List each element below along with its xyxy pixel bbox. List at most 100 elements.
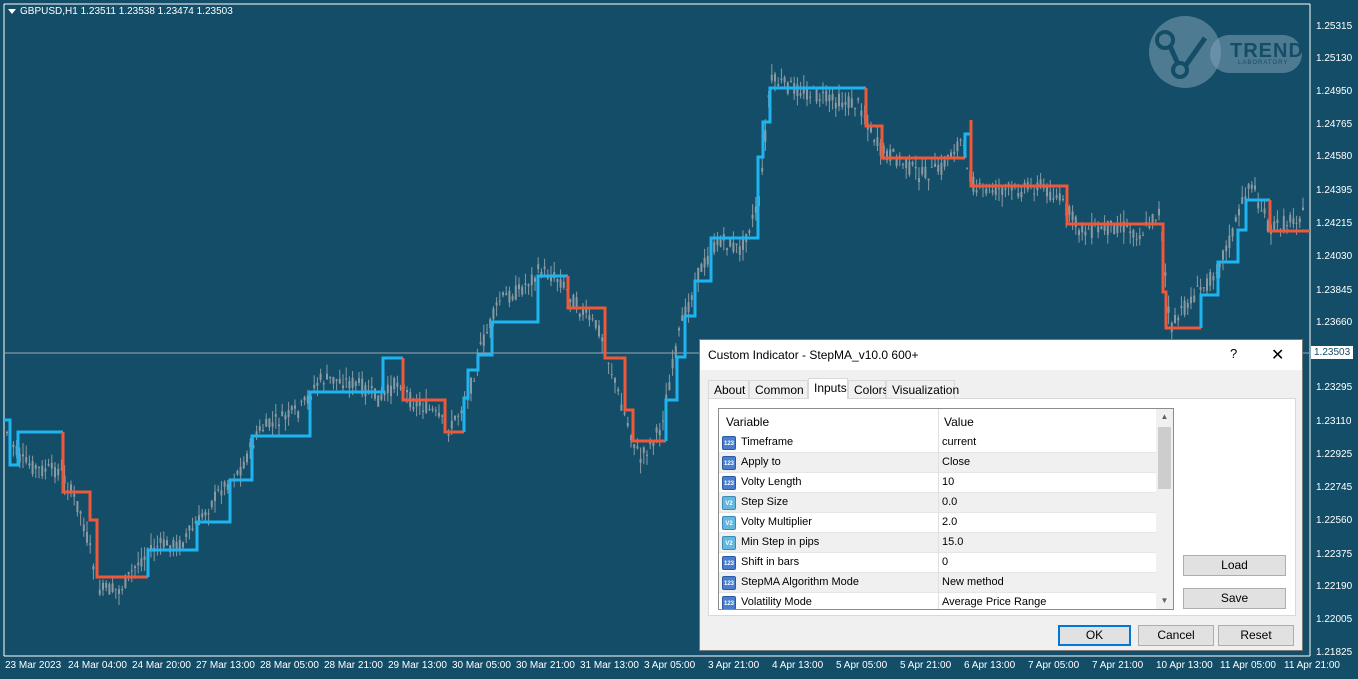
scroll-up-icon[interactable]: ▲ bbox=[1160, 412, 1169, 421]
column-value-header[interactable]: Value bbox=[944, 415, 974, 429]
candle-body bbox=[332, 377, 335, 384]
close-icon[interactable]: ✕ bbox=[1271, 347, 1285, 364]
save-button[interactable]: Save bbox=[1183, 588, 1286, 609]
input-value[interactable]: 15.0 bbox=[942, 536, 964, 548]
candle-body bbox=[92, 566, 95, 570]
input-row[interactable]: V2 Min Step in pips 15.0 bbox=[719, 533, 1156, 553]
candle-body bbox=[210, 500, 213, 508]
candle-body bbox=[380, 394, 383, 400]
input-row[interactable]: 123 Volatility Mode Average Price Range bbox=[719, 593, 1156, 609]
candle-body bbox=[748, 230, 751, 234]
column-variable-header[interactable]: Variable bbox=[726, 415, 770, 429]
input-row[interactable]: 123 Timeframe current bbox=[719, 433, 1156, 453]
candle-body bbox=[914, 166, 917, 169]
tab-about[interactable]: About bbox=[708, 380, 749, 398]
candle-body bbox=[12, 444, 15, 448]
input-value[interactable]: New method bbox=[942, 576, 1004, 588]
candle-body bbox=[105, 583, 108, 588]
candle-body bbox=[1119, 225, 1122, 227]
candle-body bbox=[895, 158, 898, 166]
candle-body bbox=[143, 556, 146, 560]
input-row[interactable]: 123 StepMA Algorithm Mode New method bbox=[719, 573, 1156, 593]
row-divider bbox=[719, 572, 1156, 573]
input-variable-name: StepMA Algorithm Mode bbox=[741, 576, 860, 588]
price-tick-label: 1.23295 bbox=[1316, 382, 1353, 393]
tab-colors[interactable]: Colors bbox=[848, 380, 889, 398]
candle-body bbox=[1282, 215, 1285, 230]
reset-button[interactable]: Reset bbox=[1218, 625, 1294, 646]
candle-body bbox=[774, 73, 776, 82]
candle-body bbox=[511, 296, 514, 300]
input-value[interactable]: 2.0 bbox=[942, 516, 958, 528]
dialog-title: Custom Indicator - StepMA_v10.0 600+ bbox=[708, 348, 919, 362]
input-row[interactable]: 123 Shift in bars 0 bbox=[719, 553, 1156, 573]
candle-body bbox=[857, 98, 860, 101]
candle-body bbox=[726, 248, 728, 251]
input-row[interactable]: V2 Volty Multiplier 2.0 bbox=[719, 513, 1156, 533]
help-button[interactable]: ? bbox=[1230, 346, 1238, 361]
dialog-titlebar[interactable]: Custom Indicator - StepMA_v10.0 600+ ? ✕ bbox=[700, 340, 1302, 370]
candle-body bbox=[137, 562, 140, 566]
candle-body bbox=[684, 306, 687, 320]
candle-body bbox=[281, 411, 284, 416]
grid-scrollbar[interactable]: ▲ ▼ bbox=[1156, 409, 1173, 609]
candle-body bbox=[921, 166, 924, 175]
ok-button[interactable]: OK bbox=[1058, 625, 1131, 646]
candle-body bbox=[780, 78, 783, 81]
input-row[interactable]: 123 Volty Length 10 bbox=[719, 473, 1156, 493]
candle-body bbox=[847, 96, 850, 108]
candle-body bbox=[22, 454, 24, 457]
candle-body bbox=[598, 325, 600, 337]
candle-body bbox=[108, 584, 111, 595]
candle-body bbox=[191, 528, 194, 531]
price-tick-label: 1.22745 bbox=[1316, 482, 1353, 493]
candle-body bbox=[329, 376, 332, 379]
input-value[interactable]: 10 bbox=[942, 476, 955, 488]
candle-body bbox=[527, 284, 530, 287]
tab-visualization[interactable]: Visualization bbox=[886, 380, 959, 398]
column-divider[interactable] bbox=[938, 409, 939, 609]
candle-body bbox=[790, 80, 792, 83]
input-value[interactable]: 0.0 bbox=[942, 496, 958, 508]
load-button[interactable]: Load bbox=[1183, 555, 1286, 576]
candle-body bbox=[841, 102, 844, 107]
candle-body bbox=[1295, 223, 1298, 225]
input-value[interactable]: Close bbox=[942, 456, 971, 468]
input-value[interactable]: current bbox=[942, 436, 977, 448]
candle-body bbox=[582, 309, 584, 315]
input-row[interactable]: 123 Apply to Close bbox=[719, 453, 1156, 473]
candle-body bbox=[537, 264, 540, 270]
candle-body bbox=[150, 544, 152, 551]
time-tick-label: 5 Apr 05:00 bbox=[836, 660, 888, 671]
candle-body bbox=[140, 558, 143, 567]
stepma-down-segment bbox=[566, 276, 666, 443]
candle-body bbox=[431, 408, 434, 411]
scroll-thumb[interactable] bbox=[1158, 427, 1171, 489]
candle-body bbox=[156, 546, 159, 548]
candle-body bbox=[646, 454, 648, 456]
time-tick-label: 24 Mar 04:00 bbox=[68, 660, 127, 671]
candle-body bbox=[284, 415, 287, 420]
tab-inputs[interactable]: Inputs bbox=[808, 378, 848, 399]
candle-body bbox=[217, 489, 220, 491]
candle-body bbox=[162, 539, 165, 548]
candle-body bbox=[924, 166, 927, 178]
cancel-button[interactable]: Cancel bbox=[1138, 625, 1214, 646]
candle-body bbox=[822, 91, 824, 93]
candle-body bbox=[550, 275, 552, 282]
input-value[interactable]: 0 bbox=[942, 556, 949, 568]
dropdown-triangle-icon[interactable] bbox=[8, 8, 16, 14]
scroll-down-icon[interactable]: ▼ bbox=[1160, 596, 1169, 605]
input-value[interactable]: Average Price Range bbox=[942, 596, 1047, 608]
tab-common[interactable]: Common bbox=[749, 380, 808, 398]
candle-body bbox=[956, 141, 959, 152]
candle-body bbox=[383, 391, 386, 395]
double-icon: V2 bbox=[722, 496, 736, 510]
candle-body bbox=[1103, 224, 1106, 231]
input-row[interactable]: V2 Step Size 0.0 bbox=[719, 493, 1156, 513]
candle-body bbox=[399, 387, 402, 389]
price-tick-label: 1.23660 bbox=[1316, 317, 1353, 328]
candle-body bbox=[626, 423, 629, 426]
candle-body bbox=[1234, 217, 1237, 222]
candle-body bbox=[386, 384, 389, 394]
